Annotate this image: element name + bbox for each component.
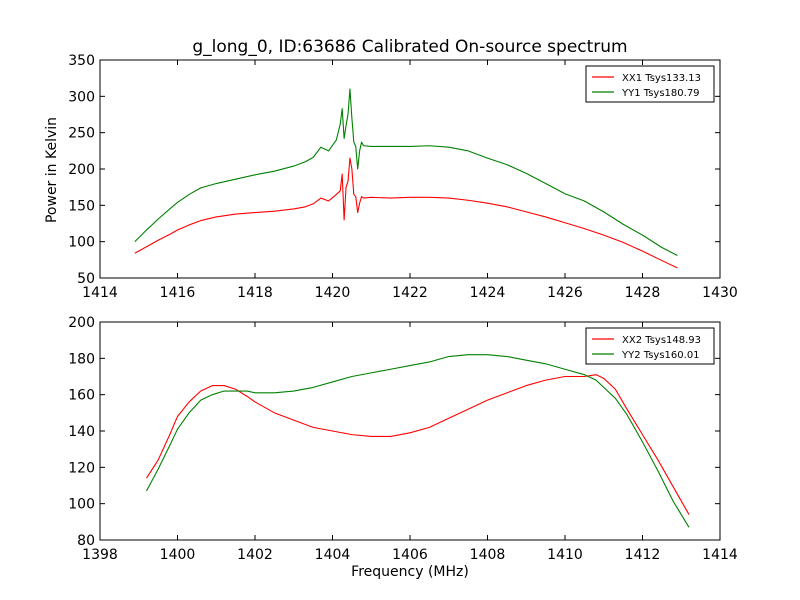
top-x-tick-label: 1416	[160, 285, 196, 301]
top-panel: Power in Kelvin 1414 1416 1418 1420 1422 1424…	[44, 53, 738, 301]
top-y-tick-label: 250	[68, 126, 95, 142]
bottom-x-tick-label: 1410	[547, 547, 583, 563]
bottom-series-line-2	[146, 354, 690, 528]
top-y-tick-label: 200	[68, 162, 95, 178]
bottom-y-tick-label: 180	[68, 351, 95, 367]
bottom-x-tick-label: 1414	[702, 547, 738, 563]
top-y-tick-label: 150	[68, 198, 95, 214]
top-legend-label-1: XX1 Tsys133.13	[622, 73, 701, 84]
top-y-tick-label: 50	[77, 271, 95, 287]
top-y-axis-label: Power in Kelvin	[44, 117, 60, 223]
top-x-tick-label: 1418	[237, 285, 273, 301]
top-y-tick-label: 100	[68, 235, 95, 251]
bottom-y-tick-label: 120	[68, 460, 95, 476]
figure-title: g_long_0, ID:63686 Calibrated On-source …	[192, 37, 627, 57]
bottom-x-tick-label: 1408	[470, 547, 506, 563]
bottom-y-tick-label: 200	[68, 315, 95, 331]
top-x-tick-label: 1420	[315, 285, 351, 301]
bottom-panel: Frequency (MHz) 1398 1400 1402 1404 1406 1408…	[68, 315, 738, 580]
top-y-tick-label: 350	[68, 53, 95, 69]
bottom-x-tick-label: 1400	[160, 547, 196, 563]
bottom-legend-box	[585, 327, 715, 365]
bottom-y-tick-label: 160	[68, 388, 95, 404]
top-x-tick-label: 1414	[82, 285, 118, 301]
bottom-x-axis-label: Frequency (MHz)	[351, 564, 469, 580]
top-x-tick-label: 1426	[547, 285, 583, 301]
bottom-series-line-1	[146, 374, 690, 515]
bottom-y-tick-label: 100	[68, 497, 95, 513]
bottom-x-tick-label: 1398	[82, 547, 118, 563]
top-legend-label-2: YY1 Tsys180.79	[621, 88, 700, 99]
top-series-line-1	[134, 157, 678, 269]
bottom-x-tick-label: 1402	[237, 547, 273, 563]
top-x-tick-label: 1424	[470, 285, 506, 301]
top-x-tick-label: 1430	[702, 285, 738, 301]
bottom-y-tick-label: 140	[68, 424, 95, 440]
top-series-line-2	[134, 88, 678, 256]
bottom-x-tick-label: 1404	[315, 547, 351, 563]
top-legend: XX1 Tsys133.13 YY1 Tsys180.79	[585, 65, 715, 103]
bottom-x-tick-label: 1406	[392, 547, 428, 563]
top-x-tick-label: 1428	[625, 285, 661, 301]
top-y-tick-label: 300	[68, 89, 95, 105]
top-x-tick-label: 1422	[392, 285, 428, 301]
bottom-x-tick-label: 1412	[625, 547, 661, 563]
bottom-legend: XX2 Tsys148.93 YY2 Tsys160.01	[585, 327, 715, 365]
bottom-y-tick-label: 80	[77, 533, 95, 549]
top-legend-box	[585, 65, 715, 103]
bottom-legend-label-1: XX2 Tsys148.93	[622, 335, 701, 346]
bottom-legend-label-2: YY2 Tsys160.01	[621, 350, 700, 361]
